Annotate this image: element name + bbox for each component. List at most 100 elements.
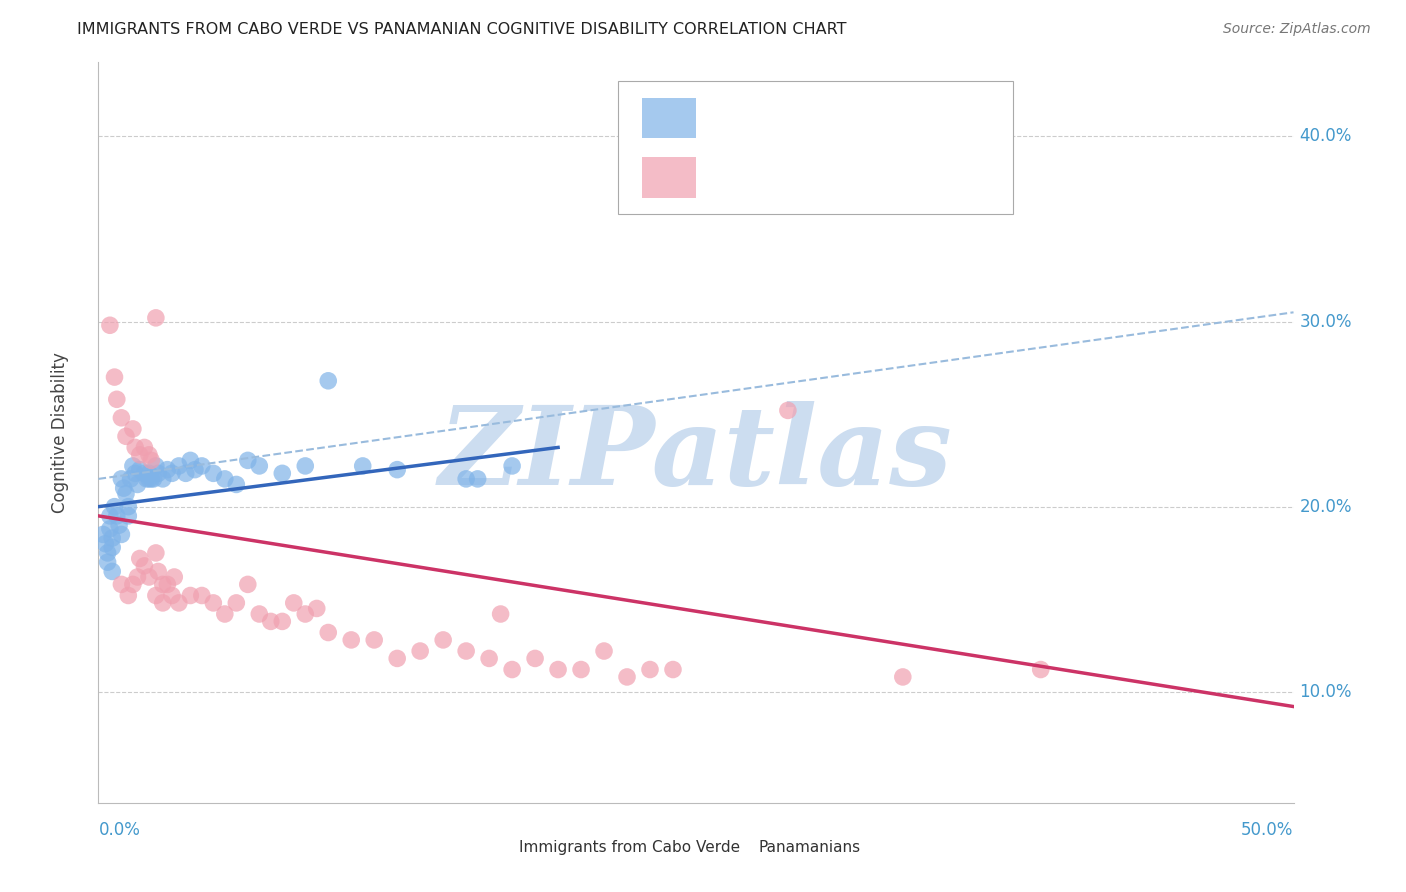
Point <box>501 663 523 677</box>
Point <box>385 651 409 665</box>
Point <box>236 577 259 591</box>
Point <box>148 467 170 481</box>
Text: ZIPatlas: ZIPatlas <box>439 401 953 508</box>
Point <box>134 441 156 455</box>
Point <box>98 318 121 333</box>
Point <box>478 651 501 665</box>
Point <box>145 546 167 560</box>
Point <box>160 589 183 603</box>
Point <box>105 508 128 523</box>
Point <box>156 577 179 591</box>
Point <box>115 486 138 500</box>
Point <box>616 670 638 684</box>
Point <box>260 615 283 629</box>
Point <box>891 670 914 684</box>
Text: Panamanians: Panamanians <box>758 839 860 855</box>
Point <box>101 531 124 545</box>
FancyBboxPatch shape <box>481 837 508 857</box>
Point <box>103 500 125 514</box>
Point <box>148 565 170 579</box>
Text: Immigrants from Cabo Verde: Immigrants from Cabo Verde <box>519 839 740 855</box>
Point <box>547 663 569 677</box>
Point <box>202 467 225 481</box>
Point <box>128 551 150 566</box>
Point <box>294 607 316 621</box>
FancyBboxPatch shape <box>643 157 696 197</box>
Point <box>305 601 328 615</box>
Point <box>134 558 156 573</box>
Point <box>117 508 139 523</box>
Point <box>120 472 142 486</box>
Text: 40.0%: 40.0% <box>1299 128 1353 145</box>
Point <box>134 467 156 481</box>
Point <box>91 527 114 541</box>
Point <box>179 589 201 603</box>
Point <box>101 541 124 555</box>
Point <box>271 467 294 481</box>
Point <box>152 596 174 610</box>
Point <box>214 607 236 621</box>
Point <box>363 632 385 647</box>
Point <box>141 453 163 467</box>
Point <box>225 477 247 491</box>
Point <box>501 458 523 473</box>
Point <box>593 644 616 658</box>
Text: R = -0.184   N = 59: R = -0.184 N = 59 <box>714 169 877 186</box>
Point <box>167 458 190 473</box>
Point <box>283 596 305 610</box>
Point <box>97 555 120 569</box>
Text: 10.0%: 10.0% <box>1299 682 1353 701</box>
Point <box>191 458 214 473</box>
Point <box>225 596 247 610</box>
Text: 30.0%: 30.0% <box>1299 312 1353 331</box>
FancyBboxPatch shape <box>720 837 747 857</box>
Point <box>152 577 174 591</box>
Point <box>409 644 432 658</box>
Point <box>214 472 236 486</box>
Point <box>156 462 179 476</box>
Point <box>101 565 124 579</box>
Point <box>124 467 146 481</box>
Text: IMMIGRANTS FROM CABO VERDE VS PANAMANIAN COGNITIVE DISABILITY CORRELATION CHART: IMMIGRANTS FROM CABO VERDE VS PANAMANIAN… <box>77 22 846 37</box>
Text: Cognitive Disability: Cognitive Disability <box>51 352 69 513</box>
Point <box>122 422 145 436</box>
Point <box>110 472 132 486</box>
Point <box>316 625 339 640</box>
Point <box>1029 663 1052 677</box>
Point <box>271 615 294 629</box>
Point <box>128 462 150 476</box>
Point <box>124 441 146 455</box>
Point <box>352 458 374 473</box>
Point <box>122 577 145 591</box>
Point <box>294 458 316 473</box>
Point <box>122 458 145 473</box>
Point <box>145 458 167 473</box>
Point <box>662 663 685 677</box>
Point <box>163 570 186 584</box>
Point <box>174 467 197 481</box>
Point <box>141 472 163 486</box>
Point <box>142 472 165 486</box>
Point <box>184 462 207 476</box>
Point <box>145 310 167 325</box>
Point <box>316 374 339 388</box>
Point <box>524 651 547 665</box>
Point <box>145 589 167 603</box>
Point <box>103 370 125 384</box>
Point <box>247 458 270 473</box>
Point <box>569 663 592 677</box>
Point <box>160 467 183 481</box>
Point <box>236 453 259 467</box>
Point <box>202 596 225 610</box>
Point <box>432 632 454 647</box>
Point <box>98 522 121 536</box>
Point <box>108 518 131 533</box>
Point <box>127 477 149 491</box>
Point <box>135 472 157 486</box>
Point <box>97 546 120 560</box>
Point <box>138 570 160 584</box>
FancyBboxPatch shape <box>643 97 696 138</box>
Text: 20.0%: 20.0% <box>1299 498 1353 516</box>
Point <box>456 644 478 658</box>
Point <box>128 448 150 462</box>
